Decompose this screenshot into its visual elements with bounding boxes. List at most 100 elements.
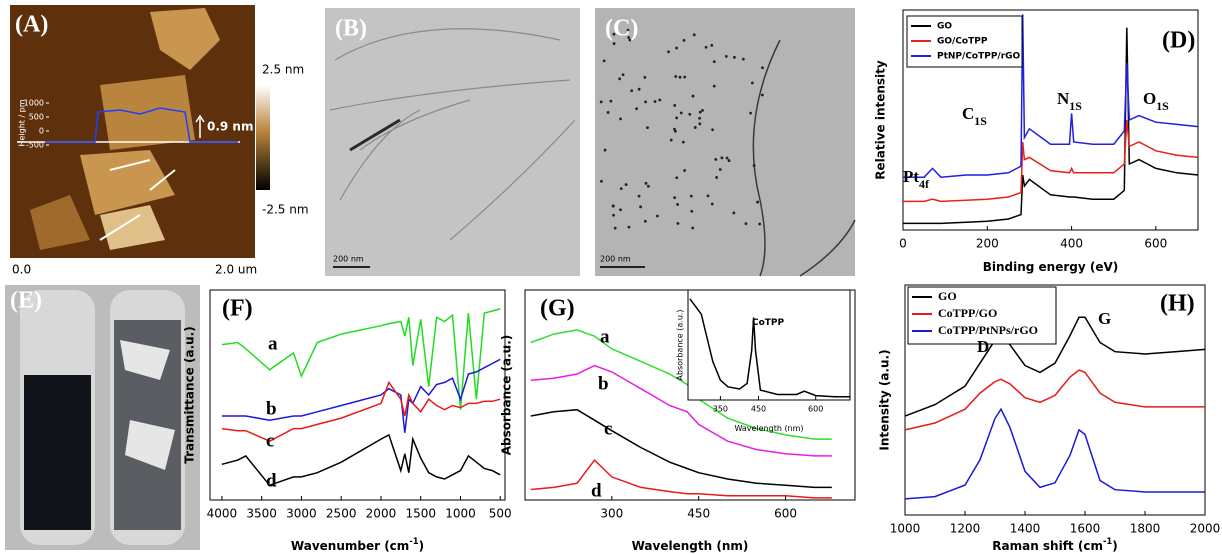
annotation-part: 4f (919, 177, 930, 191)
particle (604, 149, 607, 152)
series-label: d (266, 470, 277, 491)
series-label: b (598, 373, 609, 394)
particle (713, 60, 716, 63)
particle (613, 42, 616, 45)
panel-label: (G) (540, 296, 575, 322)
particle (625, 183, 628, 186)
particle (753, 164, 756, 167)
particle (742, 58, 745, 61)
particle (600, 180, 603, 183)
particle (698, 122, 701, 125)
x-axis-label: Raman shift (cm-1) (992, 536, 1118, 553)
plot-frame (688, 290, 850, 400)
particle (619, 208, 622, 211)
x-tick-label: 600 (808, 405, 823, 414)
annotation-part: 1S (1069, 99, 1082, 113)
particle (670, 139, 673, 142)
x-tick-label: 3500 (246, 507, 277, 521)
legend-label: GO/CoTPP (937, 37, 988, 47)
particle (638, 88, 641, 91)
particle (628, 226, 631, 229)
panel-label: (E) (10, 288, 42, 314)
particle (761, 94, 764, 97)
panel-label: (B) (335, 16, 367, 42)
x-tick-label: 350 (713, 405, 728, 414)
particle (679, 76, 682, 79)
legend-label: PtNP/CoTPP/rGO (937, 52, 1021, 62)
particle (711, 203, 714, 206)
particle (675, 116, 678, 119)
panel-label: (D) (1162, 28, 1195, 54)
x-axis-label-part: Binding energy (eV) (983, 260, 1119, 274)
annotation-part: 1S (1156, 99, 1169, 113)
x-tick-label: 1400 (1010, 522, 1041, 536)
particle (710, 44, 713, 47)
x-axis-label: Binding energy (eV) (983, 260, 1119, 274)
annotation-part: D (977, 337, 989, 356)
scale-bar-label: 200 nm (333, 255, 364, 264)
x-axis-label: Wavelength (nm) (734, 424, 803, 433)
annotation-part: N (1057, 89, 1070, 108)
x-tick-label: 450 (687, 507, 710, 521)
particle (630, 89, 633, 92)
particle (691, 227, 694, 230)
particle (682, 141, 685, 144)
particle (701, 109, 704, 112)
annotation-part: C (962, 104, 974, 123)
x-tick-label: 1500 (405, 507, 436, 521)
figure: (A) Height / pm 0.9 nm 2.5 nm -2.5 nm 0.… (0, 0, 1222, 554)
series-label: b (266, 398, 277, 419)
particle (683, 76, 686, 79)
particle (713, 85, 716, 88)
particle (612, 214, 615, 217)
legend-label: CoTPP/PtNPs/rGO (938, 323, 1038, 337)
annotation-part: 1S (974, 114, 987, 128)
particle (620, 187, 623, 190)
x-tick-label: 2500 (326, 507, 357, 521)
particle (692, 95, 695, 98)
particle (619, 117, 622, 120)
annotation-part: Pt (903, 167, 919, 186)
particle (673, 104, 676, 107)
panel-label: (H) (1160, 291, 1195, 317)
annotation: D (977, 337, 989, 356)
y-axis-label: Relative intensity (874, 60, 888, 180)
profile-tick-label: 1000 (24, 99, 44, 108)
y-axis-label: Transmittance (a.u.) (183, 326, 197, 463)
colorbar (256, 85, 270, 190)
tem-image (325, 8, 580, 276)
particle (673, 196, 676, 199)
particle (676, 203, 679, 206)
x-tick-label: 1200 (950, 522, 981, 536)
particle (733, 56, 736, 59)
particle (607, 111, 610, 114)
particle (667, 50, 670, 53)
tem-image (595, 8, 855, 276)
x-tick-label: 4000 (207, 507, 238, 521)
series-label: c (266, 430, 274, 451)
annotation: CoTPP (752, 318, 785, 328)
series-label: a (268, 333, 278, 354)
particle (705, 46, 708, 49)
particle (690, 195, 693, 198)
x-tick-label: 2000 (366, 507, 397, 521)
x-axis-label-part: ) (419, 539, 424, 553)
particle (683, 39, 686, 42)
x-tick-label: 1600 (1070, 522, 1101, 536)
legend-label: GO (938, 289, 957, 303)
particle (658, 99, 661, 102)
panel-label: (A) (15, 12, 48, 38)
step-annotation: 0.9 nm (207, 120, 253, 134)
particle (638, 195, 641, 198)
particle (622, 73, 625, 76)
particle (683, 169, 686, 172)
particle (603, 59, 606, 62)
particle (646, 126, 649, 129)
particle (677, 222, 680, 225)
x-tick-label: 1800 (1130, 522, 1161, 536)
particle (680, 112, 683, 115)
particle (643, 76, 646, 79)
particle (618, 77, 621, 80)
x-tick-label: 300 (600, 507, 623, 521)
particle (719, 168, 722, 171)
